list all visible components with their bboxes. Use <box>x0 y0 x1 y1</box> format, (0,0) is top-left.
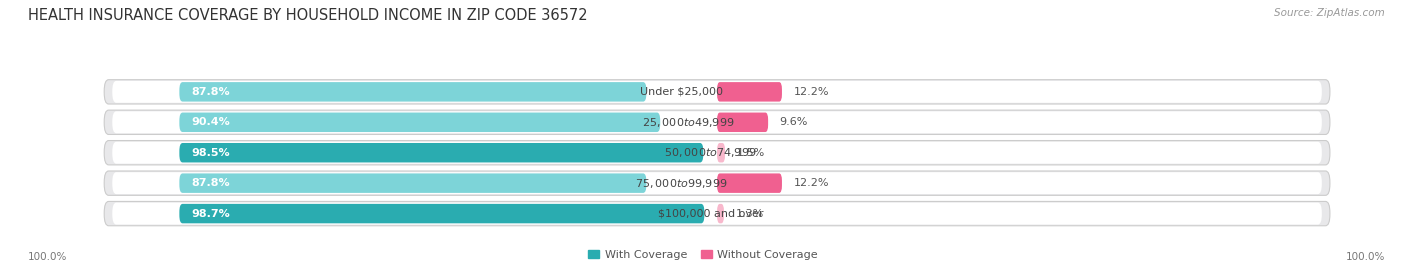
FancyBboxPatch shape <box>104 110 1330 134</box>
Text: $25,000 to $49,999: $25,000 to $49,999 <box>643 116 735 129</box>
FancyBboxPatch shape <box>104 201 1330 226</box>
Text: 9.6%: 9.6% <box>780 117 808 127</box>
FancyBboxPatch shape <box>717 173 782 193</box>
Text: $50,000 to $74,999: $50,000 to $74,999 <box>664 146 756 159</box>
Text: 90.4%: 90.4% <box>191 117 229 127</box>
FancyBboxPatch shape <box>180 204 704 223</box>
Text: HEALTH INSURANCE COVERAGE BY HOUSEHOLD INCOME IN ZIP CODE 36572: HEALTH INSURANCE COVERAGE BY HOUSEHOLD I… <box>28 8 588 23</box>
FancyBboxPatch shape <box>180 173 647 193</box>
Text: $100,000 and over: $100,000 and over <box>658 209 763 219</box>
Text: 1.5%: 1.5% <box>737 148 765 158</box>
Text: 87.8%: 87.8% <box>191 87 229 97</box>
Legend: With Coverage, Without Coverage: With Coverage, Without Coverage <box>583 245 823 264</box>
Text: 100.0%: 100.0% <box>1346 252 1385 262</box>
FancyBboxPatch shape <box>112 172 1322 194</box>
Text: 12.2%: 12.2% <box>793 87 830 97</box>
Text: 87.8%: 87.8% <box>191 178 229 188</box>
Text: 98.5%: 98.5% <box>191 148 229 158</box>
FancyBboxPatch shape <box>112 111 1322 133</box>
FancyBboxPatch shape <box>112 81 1322 103</box>
Text: $75,000 to $99,999: $75,000 to $99,999 <box>636 177 728 190</box>
Text: 100.0%: 100.0% <box>28 252 67 262</box>
FancyBboxPatch shape <box>180 113 661 132</box>
FancyBboxPatch shape <box>180 82 647 102</box>
FancyBboxPatch shape <box>717 204 724 223</box>
Text: 1.3%: 1.3% <box>735 209 763 219</box>
FancyBboxPatch shape <box>104 80 1330 104</box>
Text: Under $25,000: Under $25,000 <box>640 87 723 97</box>
Text: 12.2%: 12.2% <box>793 178 830 188</box>
FancyBboxPatch shape <box>717 113 768 132</box>
FancyBboxPatch shape <box>104 171 1330 195</box>
FancyBboxPatch shape <box>180 143 703 163</box>
FancyBboxPatch shape <box>112 142 1322 164</box>
FancyBboxPatch shape <box>717 143 725 163</box>
FancyBboxPatch shape <box>717 82 782 102</box>
Text: Source: ZipAtlas.com: Source: ZipAtlas.com <box>1274 8 1385 18</box>
Text: 98.7%: 98.7% <box>191 209 229 219</box>
FancyBboxPatch shape <box>112 203 1322 225</box>
FancyBboxPatch shape <box>104 141 1330 165</box>
